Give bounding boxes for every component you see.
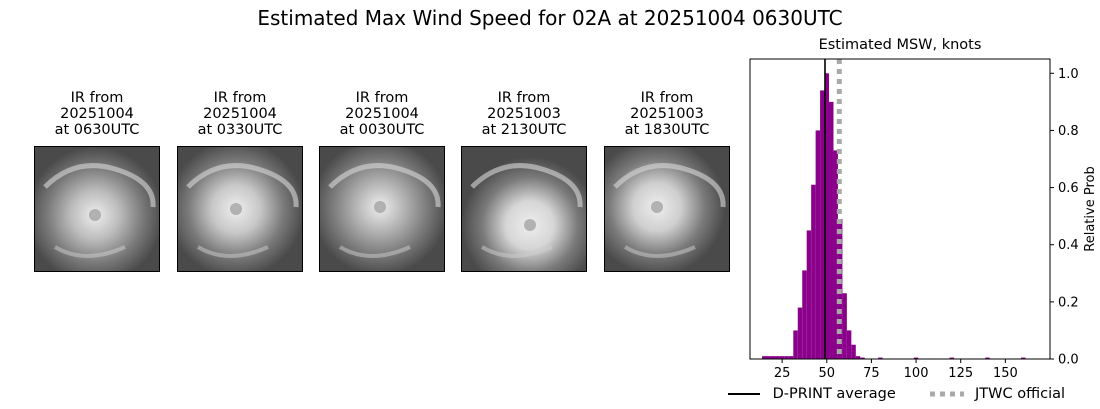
histogram-bar [842,293,847,359]
y-tick-label: 1.0 [1058,67,1079,82]
histogram-bar [833,150,838,359]
ir-caption-line: at 2130UTC [481,122,567,138]
legend-label-dprint: D-PRINT average [772,386,896,402]
histogram-bar [766,356,771,359]
ir-satellite-image [461,146,587,272]
y-tick-label: 0.2 [1058,295,1079,310]
y-axis-label: Relative Prob [1083,166,1098,251]
ir-caption-line: 20251004 [203,106,277,122]
x-tick-label: 125 [948,366,973,381]
histogram-bar [949,357,955,359]
msw-histogram: Estimated MSW, knots 25 50 75 100 125 150 0.0 0.… [749,37,1098,381]
chart-title: Estimated MSW, knots [819,37,982,53]
histogram-bar [824,73,830,360]
histogram-bar [851,344,856,359]
plot-frame [749,58,1051,360]
histogram-bar [811,184,816,359]
figure-title: Estimated Max Wind Speed for 02A at 2025… [257,6,843,30]
ir-caption-line: 20251003 [487,106,561,122]
histogram-bar [878,357,883,359]
ir-satellite-image [34,146,160,272]
histogram-bar [793,330,798,359]
ir-panel: IR from 20251004 at 0630UTC [34,90,160,272]
legend-label-jtwc: JTWC official [975,386,1066,402]
ir-caption-line: IR from [355,90,409,106]
ir-caption-line: 20251004 [60,106,134,122]
y-tick-label: 0.6 [1058,181,1079,196]
histogram-bar [860,357,865,359]
histogram-bar [855,356,861,359]
y-tick-label: 0.4 [1058,238,1079,253]
ir-satellite-image [319,146,445,272]
ir-caption-line: at 0630UTC [54,122,140,138]
histogram-bar [820,90,825,359]
histogram-bar [802,270,807,359]
ir-panel: IR from 20251004 at 0030UTC [319,90,445,272]
y-tick-label: 0.8 [1058,124,1079,139]
ir-caption-line: IR from [70,90,124,106]
ir-caption-line: IR from [213,90,267,106]
ir-panel-caption: IR from 20251003 at 1830UTC [604,90,730,142]
x-tick-label: 100 [904,366,929,381]
legend-solid-line-icon [728,393,760,395]
histogram-bar [846,330,852,359]
ir-panel: IR from 20251003 at 2130UTC [461,90,587,272]
ir-panel-caption: IR from 20251004 at 0630UTC [34,90,160,142]
ir-satellite-image [604,146,730,272]
histogram-bar [806,230,812,359]
ir-panel-caption: IR from 20251004 at 0030UTC [319,90,445,142]
histogram-bar [784,356,789,359]
histogram-bar [829,101,834,359]
ir-caption-line: IR from [640,90,694,106]
histogram-bar [797,307,803,359]
histogram-bar [762,356,767,359]
x-tick-label: 150 [993,366,1018,381]
histogram-bar [1020,357,1026,359]
ir-panel: IR from 20251004 at 0330UTC [177,90,303,272]
x-tick-label: 75 [863,366,880,381]
x-tick-label: 25 [774,366,791,381]
ir-caption-line: at 0330UTC [197,122,283,138]
ir-caption-line: 20251004 [345,106,419,122]
ir-panel: IR from 20251003 at 1830UTC [604,90,730,272]
ir-panel-caption: IR from 20251004 at 0330UTC [177,90,303,142]
ir-caption-line: 20251003 [630,106,704,122]
histogram-bar [815,130,821,359]
x-tick-label: 50 [819,366,836,381]
histogram-bar [779,356,785,359]
histogram-bar [788,356,794,359]
ir-satellite-image [177,146,303,272]
histogram-bar [770,356,776,359]
chart-legend: D-PRINT average JTWC official [728,386,1065,402]
y-tick-label: 0.0 [1058,353,1079,368]
ir-caption-line: IR from [497,90,551,106]
ir-caption-line: at 0030UTC [339,122,425,138]
histogram-bar [913,357,919,359]
ir-caption-line: at 1830UTC [624,122,710,138]
legend-dotted-line-icon [930,391,965,397]
histogram-bar [775,356,780,359]
histogram-bar [985,357,990,359]
ir-panel-caption: IR from 20251003 at 2130UTC [461,90,587,142]
